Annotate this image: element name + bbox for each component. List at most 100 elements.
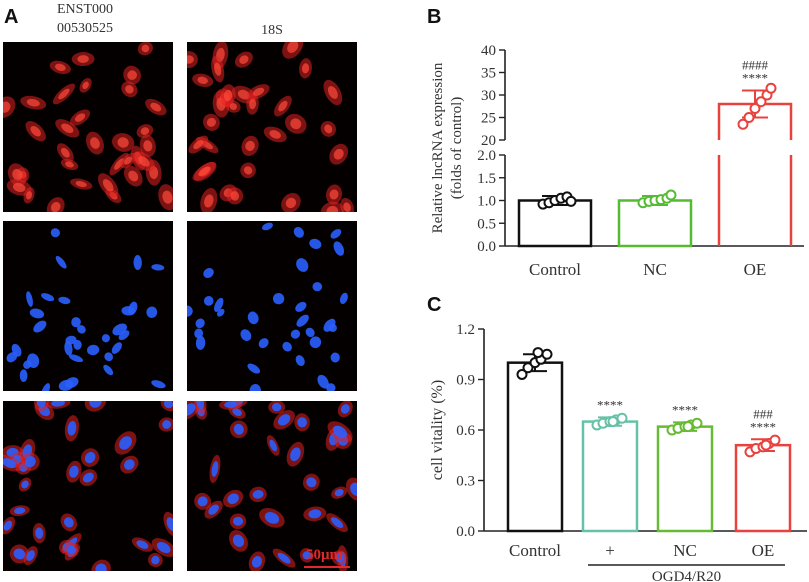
data-point (616, 412, 628, 424)
cell-body (326, 205, 339, 212)
data-point (691, 417, 703, 429)
cell-nucleus (151, 380, 166, 389)
cell-nucleus (249, 384, 262, 391)
cell-nucleus (118, 330, 130, 341)
cell-nucleus (64, 340, 73, 356)
cell-nucleus (163, 401, 173, 409)
bar (734, 443, 792, 533)
cell-nucleus (305, 327, 315, 338)
cell-body (214, 62, 222, 76)
cell-nucleus (227, 493, 239, 505)
y-tick-label: 1.2 (456, 322, 475, 338)
data-point (682, 421, 694, 433)
cell-body (141, 44, 150, 53)
chart-b: 20 25 30 35 40 0.0 0.5 1.0 1.5 2.0 Relative lncRNA… (430, 43, 804, 279)
cell-nucleus (214, 297, 224, 312)
y-tick-label: 0.5 (477, 216, 496, 232)
cell-body (245, 140, 255, 152)
cell-body (102, 179, 114, 192)
panel-label-a: A (4, 6, 19, 28)
y-tick-label: 1.5 (477, 171, 496, 187)
cell-body (223, 89, 233, 102)
cell-nucleus (3, 458, 16, 469)
cell-body (237, 89, 250, 100)
cell-nucleus (224, 401, 238, 408)
cell-nucleus (295, 301, 307, 312)
y-tick-label: 0.9 (456, 373, 475, 389)
panel-label-b: B (427, 6, 442, 28)
micrograph-enst-dapi (3, 221, 173, 391)
cell-nucleus (27, 353, 40, 368)
cell-nucleus (306, 477, 317, 488)
cell-nucleus (69, 465, 79, 478)
cell-nucleus (247, 363, 261, 374)
cell-body (26, 98, 40, 107)
cell-nucleus (33, 320, 47, 333)
cell-nucleus (194, 328, 204, 339)
cell-body (162, 190, 173, 204)
chart-c: 0.0 0.3 0.6 0.9 1.2 cell vitality (%) Control +… (429, 322, 807, 582)
cell-body (239, 55, 249, 64)
x-tick-label: Control (529, 260, 581, 279)
cell-nucleus (146, 306, 158, 319)
cell-nucleus (340, 404, 350, 414)
cell-nucleus (29, 308, 45, 319)
x-tick-label: Control (509, 541, 561, 560)
cell-nucleus (36, 401, 46, 408)
cell-body (327, 86, 338, 99)
cell-body (3, 101, 11, 113)
cell-nucleus (58, 379, 74, 391)
micrograph-background (187, 221, 357, 391)
cell-nucleus (67, 545, 76, 555)
micrograph-enst-merge (3, 401, 173, 571)
cell-body (143, 140, 153, 152)
data-point (522, 362, 534, 374)
cell-nucleus (330, 352, 340, 363)
column-header-enst-line1: ENST000 (57, 2, 113, 17)
micrograph-18s-merge (187, 401, 357, 571)
cell-body (243, 166, 253, 175)
cell-nucleus (290, 329, 301, 339)
y-tick-label: 30 (481, 88, 496, 104)
cell-nucleus (41, 383, 51, 391)
cell-nucleus (58, 296, 71, 305)
cell-nucleus (233, 423, 244, 435)
y-tick-label: 0.0 (477, 239, 496, 255)
cell-body (60, 147, 70, 158)
cell-nucleus (195, 335, 206, 350)
cell-nucleus (128, 301, 138, 316)
significance-label: **** (742, 71, 768, 86)
cell-nucleus (334, 488, 344, 497)
significance-label: **** (597, 397, 623, 412)
cell-body (278, 100, 288, 112)
cell-nucleus (151, 555, 160, 565)
cell-nucleus (35, 527, 44, 539)
significance-label: #### (742, 58, 769, 73)
cell-nucleus (162, 420, 172, 429)
cell-body (187, 55, 194, 64)
cell-nucleus (277, 552, 291, 564)
data-point (760, 439, 772, 451)
cell-body (150, 102, 162, 112)
cell-nucleus (296, 258, 309, 272)
x-tick-label: + (605, 541, 615, 560)
cell-nucleus (258, 338, 269, 349)
micrograph-image (3, 401, 173, 571)
cell-body (58, 88, 70, 100)
cell-nucleus (77, 325, 86, 334)
cell-body (124, 156, 133, 165)
cell-body (249, 98, 257, 110)
cell-body (65, 161, 74, 168)
cell-nucleus (111, 342, 122, 354)
cell-nucleus (309, 336, 322, 349)
cell-nucleus (195, 318, 205, 329)
cell-nucleus (211, 461, 219, 477)
micrograph-18s-dapi (187, 221, 357, 391)
cell-body (197, 76, 208, 85)
y-tick-label: 35 (481, 66, 496, 82)
micrograph-image (3, 42, 173, 212)
data-point (607, 416, 619, 428)
column-header-enst: ENST000 00530525 (15, 0, 155, 38)
cell-nucleus (203, 295, 214, 306)
cell-nucleus (89, 401, 102, 408)
